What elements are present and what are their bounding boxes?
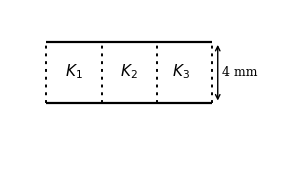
Text: $K_1$: $K_1$	[65, 63, 82, 81]
Text: 4 mm: 4 mm	[222, 66, 258, 79]
Text: $K_3$: $K_3$	[172, 63, 190, 81]
Text: $K_2$: $K_2$	[120, 63, 138, 81]
